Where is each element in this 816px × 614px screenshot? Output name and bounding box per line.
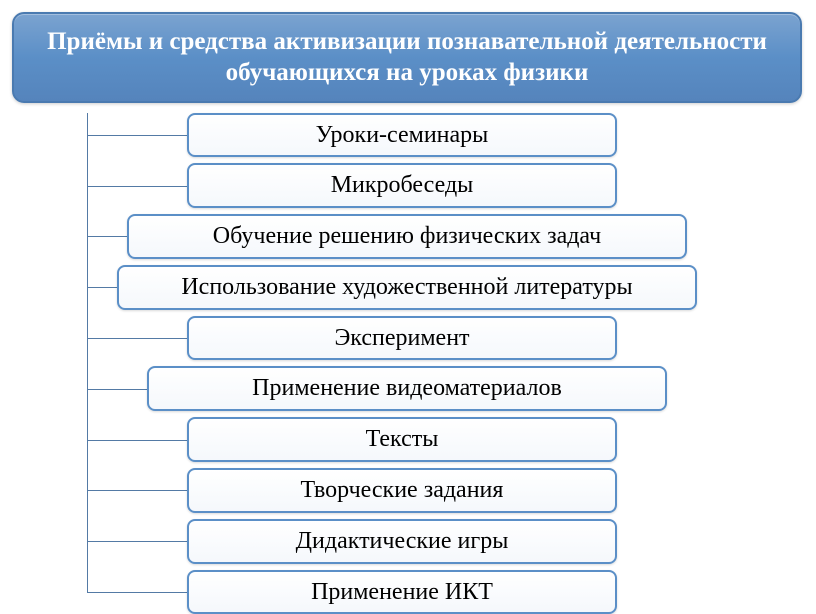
tree-item-row: Уроки-семинары (87, 113, 804, 158)
tree-item-row: Микробеседы (87, 163, 804, 208)
tree-branch (87, 389, 147, 390)
tree-branch (87, 541, 187, 542)
tree-branch (87, 287, 117, 288)
tree-item-row: Творческие задания (87, 468, 804, 513)
diagram-header: Приёмы и средства активизации познавател… (12, 12, 802, 103)
tree-item: Использование художественной литературы (117, 265, 697, 310)
tree-item-row: Эксперимент (87, 316, 804, 361)
tree-item: Обучение решению физических задач (127, 214, 687, 259)
tree-item: Микробеседы (187, 163, 617, 208)
tree-item-row: Использование художественной литературы (87, 265, 804, 310)
tree-item-row: Дидактические игры (87, 519, 804, 564)
tree-branch (87, 440, 187, 441)
tree-container: Уроки-семинары Микробеседы Обучение решени… (12, 113, 804, 614)
tree-branch (87, 592, 187, 593)
tree-item: Применение ИКТ (187, 570, 617, 614)
tree-branch (87, 338, 187, 339)
tree-item: Тексты (187, 417, 617, 462)
tree-item-row: Применение ИКТ (87, 570, 804, 614)
tree-branch (87, 490, 187, 491)
tree-item: Творческие задания (187, 468, 617, 513)
tree-item-row: Обучение решению физических задач (87, 214, 804, 259)
tree-item: Эксперимент (187, 316, 617, 361)
tree-item: Уроки-семинары (187, 113, 617, 158)
tree-item: Дидактические игры (187, 519, 617, 564)
tree-item-row: Тексты (87, 417, 804, 462)
tree-item-row: Применение видеоматериалов (87, 366, 804, 411)
tree-branch (87, 186, 187, 187)
tree-branch (87, 135, 187, 136)
tree-branch (87, 236, 127, 237)
tree-item: Применение видеоматериалов (147, 366, 667, 411)
